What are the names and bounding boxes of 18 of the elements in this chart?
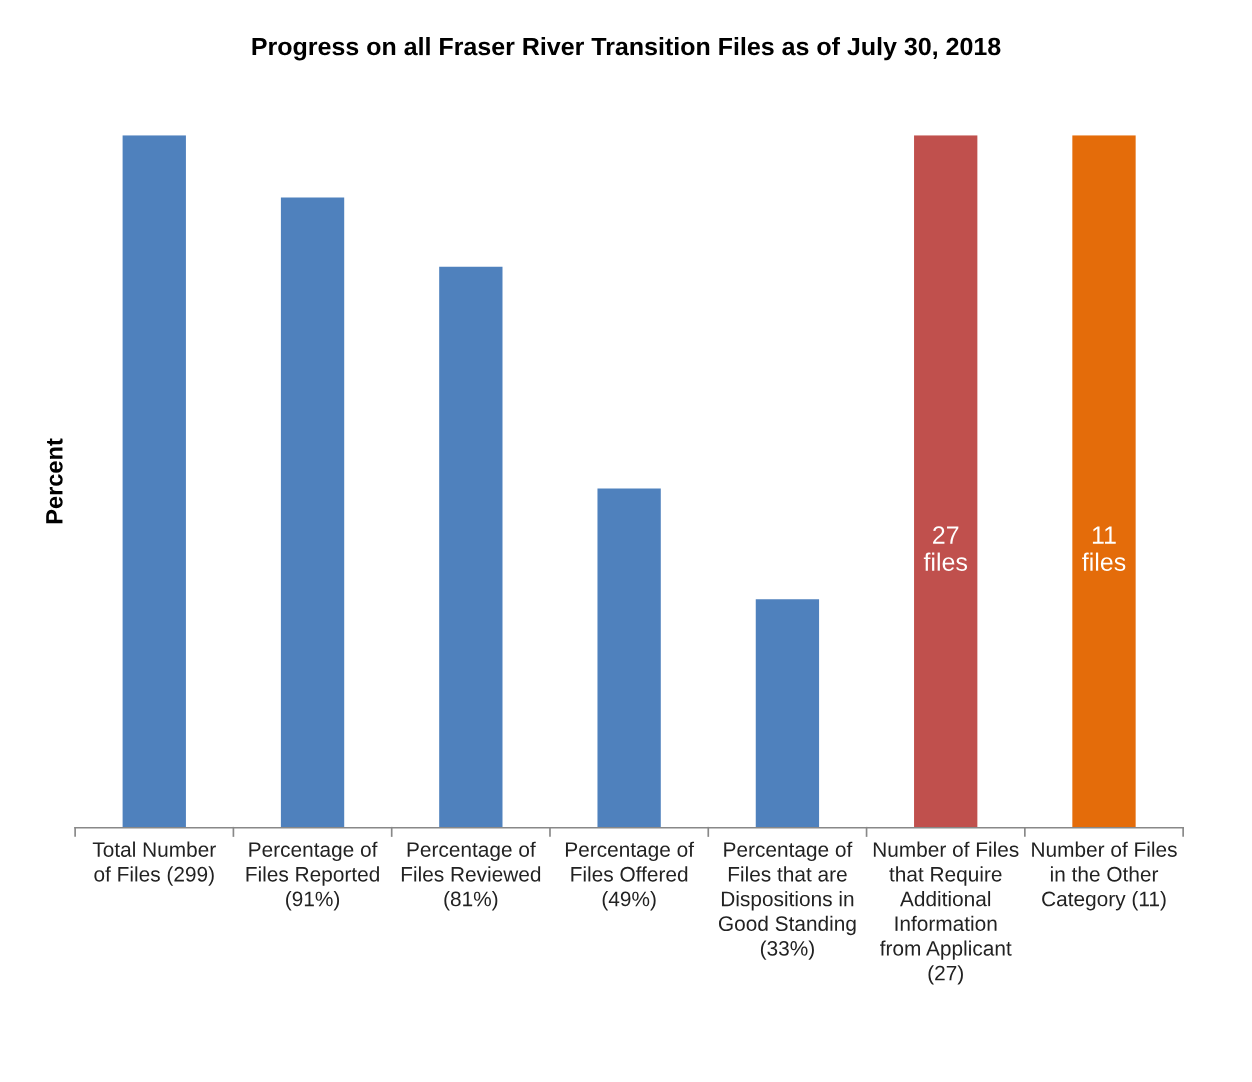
x-tick-label: Percentage of Files Reviewed (81%) (401, 841, 541, 911)
bar (439, 266, 503, 828)
bar (122, 135, 186, 828)
x-tick-label: Number of Files in the Other Category (11) (1032, 841, 1177, 911)
bar (914, 135, 978, 828)
bar (755, 599, 820, 828)
x-tick-label: Number of Files that Require Additional Information from Applicant (27) (873, 841, 1019, 985)
x-tick-label: Percentage of Files Reported (91%) (246, 841, 379, 911)
bar (280, 197, 345, 828)
x-tick-label: Percentage of Files that are Dispositions in Good Standing (33%) (718, 841, 856, 960)
y-axis-title: Percent (46, 438, 63, 524)
x-tick-label: Total Number of Files (299) (92, 841, 216, 886)
annotation: 27 files (923, 526, 968, 571)
x-tick-label: Percentage of Files Offered (49%) (565, 841, 695, 911)
annotation: 11 files (1082, 526, 1126, 571)
bar (597, 488, 661, 828)
chart-title: Progress on all Fraser River Transition Files as of July 30, 2018 (252, 36, 1001, 61)
bar (1072, 135, 1136, 828)
